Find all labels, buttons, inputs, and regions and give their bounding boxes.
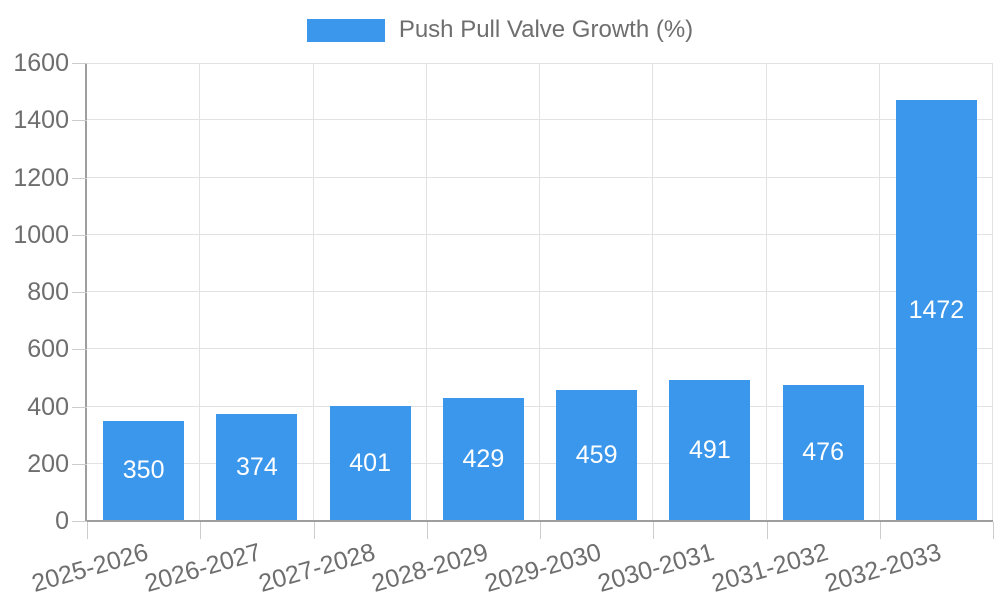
- bar-value-label: 374: [236, 452, 278, 481]
- y-axis-tick: [72, 234, 87, 236]
- gridline-horizontal: [87, 176, 993, 178]
- y-axis-tick: [72, 406, 87, 408]
- bar-value-label: 491: [689, 436, 731, 465]
- gridline-vertical: [426, 63, 427, 521]
- y-axis-tick-label: 200: [27, 449, 69, 478]
- x-axis-tick-label: 2031-2032: [708, 538, 831, 598]
- x-axis-tick: [540, 522, 541, 539]
- bar[interactable]: 459: [556, 389, 638, 521]
- y-axis-tick: [72, 521, 87, 522]
- x-axis-tick: [427, 522, 428, 539]
- x-axis-tick-label: 2032-2033: [821, 538, 945, 598]
- bar[interactable]: 429: [442, 398, 524, 521]
- x-axis-tick-label: 2029-2030: [481, 538, 605, 598]
- gridline-vertical: [879, 63, 880, 521]
- gridline-horizontal: [87, 462, 993, 464]
- y-axis-tick-label: 400: [27, 392, 69, 421]
- x-axis-tick-label: 2027-2028: [255, 538, 378, 598]
- gridline-horizontal: [87, 233, 993, 235]
- y-axis-tick-label: 600: [27, 335, 69, 364]
- y-axis-tick: [72, 349, 87, 351]
- bar[interactable]: 476: [782, 384, 864, 521]
- y-axis-tick: [72, 463, 87, 465]
- bar[interactable]: 491: [669, 380, 751, 521]
- x-axis-line: [85, 520, 993, 522]
- gridline-vertical: [766, 63, 767, 521]
- legend-swatch: [306, 18, 385, 42]
- gridline-horizontal: [87, 291, 993, 292]
- gridline-horizontal: [87, 348, 993, 350]
- bar-value-label: 1472: [908, 295, 965, 324]
- bar-value-label: 459: [575, 440, 618, 469]
- y-axis-tick: [72, 120, 87, 122]
- gridline-vertical: [313, 63, 314, 521]
- bar-value-label: 350: [122, 456, 165, 485]
- gridline-horizontal: [87, 405, 993, 407]
- gridline-vertical: [992, 63, 993, 521]
- plot-area: 350 374 401 429 459 491 476 1472: [87, 63, 993, 521]
- bar[interactable]: 1472: [895, 99, 977, 521]
- gridline-vertical: [199, 63, 200, 521]
- gridline-vertical: [652, 63, 653, 521]
- y-axis-tick-label: 1600: [13, 49, 69, 77]
- legend-label: Push Pull Valve Growth (%): [398, 16, 694, 43]
- y-axis-tick: [72, 63, 87, 64]
- x-axis-tick: [880, 522, 881, 539]
- y-axis-tick: [72, 292, 87, 293]
- bar-value-label: 401: [349, 449, 391, 478]
- gridline-horizontal: [87, 63, 993, 64]
- x-axis-tick: [767, 522, 768, 539]
- y-axis-tick-label: 1200: [13, 163, 69, 192]
- gridline-horizontal: [87, 119, 993, 121]
- bar-value-label: 429: [462, 445, 505, 474]
- y-axis-tick: [72, 177, 87, 179]
- legend[interactable]: Push Pull Valve Growth (%): [0, 17, 1000, 43]
- x-axis-tick: [653, 522, 654, 539]
- x-axis-tick-label: 2026-2027: [141, 538, 265, 598]
- y-axis-tick-label: 0: [55, 507, 69, 535]
- x-axis-tick: [87, 522, 88, 539]
- y-axis-tick-label: 1000: [13, 220, 69, 249]
- y-axis-tick-label: 800: [27, 278, 69, 306]
- bar[interactable]: 401: [329, 406, 411, 521]
- x-axis-tick: [314, 522, 315, 539]
- x-axis-tick-label: 2030-2031: [594, 538, 718, 598]
- x-axis-tick: [993, 522, 994, 539]
- bar-value-label: 476: [802, 438, 844, 467]
- x-axis-tick-label: 2025-2026: [28, 538, 152, 598]
- x-axis-tick-label: 2028-2029: [368, 538, 492, 598]
- y-axis-tick-label: 1400: [13, 106, 69, 135]
- bar[interactable]: 374: [216, 413, 298, 521]
- x-axis-tick: [200, 522, 201, 539]
- bar[interactable]: 350: [103, 420, 185, 521]
- gridline-vertical: [539, 63, 540, 521]
